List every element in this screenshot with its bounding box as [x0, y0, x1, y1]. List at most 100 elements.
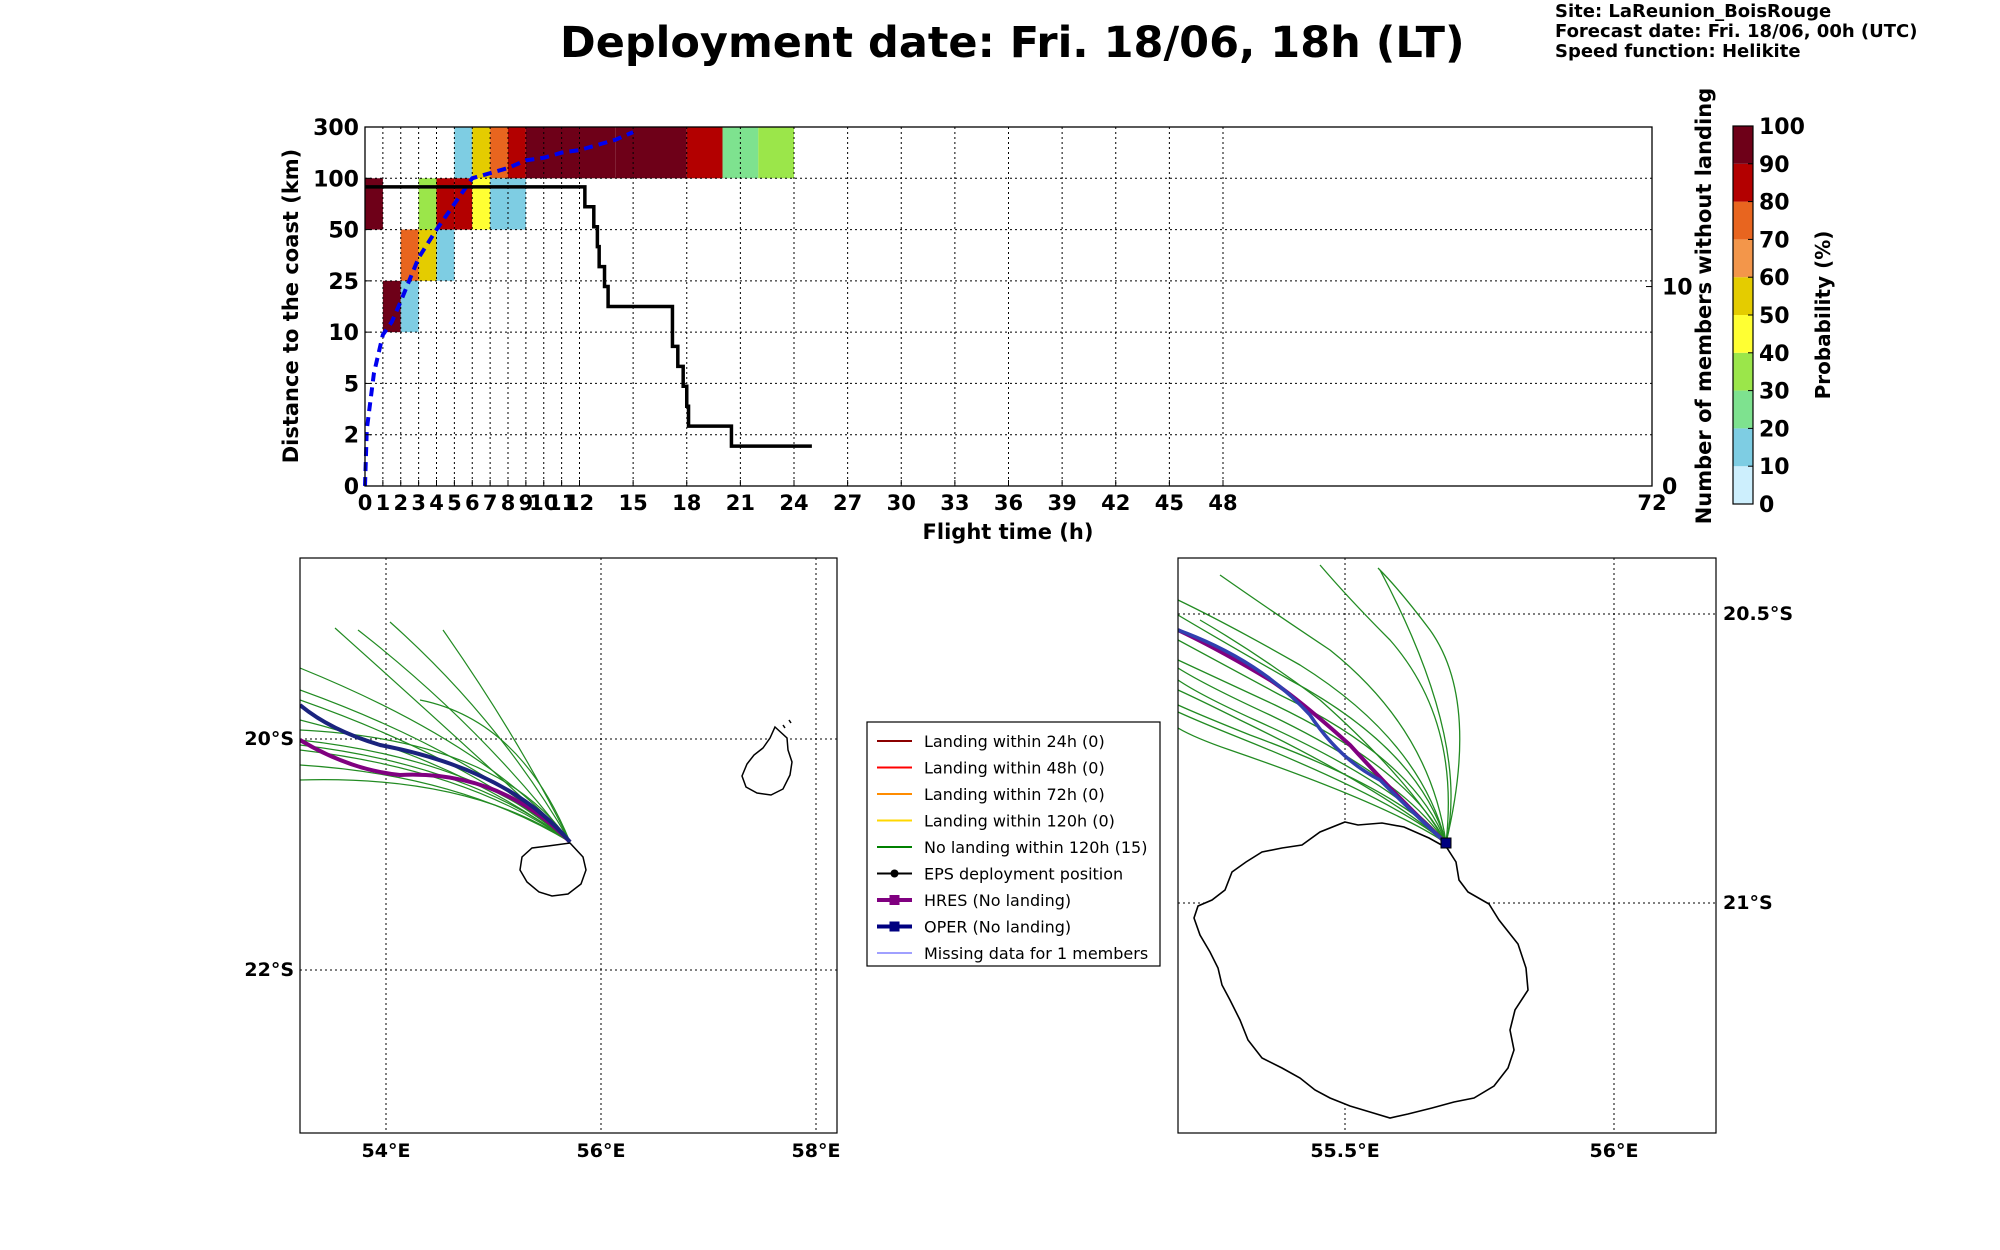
forecast-date-label: Forecast date: Fri. 18/06, 00h (UTC)	[1555, 21, 1918, 42]
x-tick-label: 72	[1637, 491, 1666, 515]
colorbar-segment	[1733, 352, 1753, 391]
map-right-lon-tick: 55.5°E	[1310, 1140, 1379, 1162]
reunion-island-large	[1193, 821, 1529, 1119]
map-right-trajectories	[1178, 564, 1461, 845]
islet-mark	[788, 719, 792, 724]
colorbar-label: Probability (%)	[1811, 231, 1835, 400]
heatmap-cell	[615, 127, 687, 179]
heatmap-cell	[472, 127, 491, 179]
y-tick-label: 25	[328, 270, 359, 295]
colorbar-segment	[1733, 428, 1753, 467]
colorbar-segment	[1733, 390, 1753, 429]
legend-item: EPS deployment position	[877, 865, 1123, 884]
y-tick-label: 300	[313, 116, 359, 141]
legend-label: EPS deployment position	[924, 865, 1123, 884]
y-tick-label: 100	[313, 167, 359, 192]
heatmap-cell	[472, 178, 491, 230]
heatmap-cell	[418, 229, 437, 281]
x-tick-label: 12	[565, 491, 594, 515]
legend-label: No landing within 120h (15)	[924, 838, 1147, 857]
left-ensemble-tracks	[300, 621, 571, 843]
y-tick-label: 10	[328, 321, 359, 346]
legend-label: Missing data for 1 members	[924, 944, 1148, 963]
deployment-position-marker	[1440, 837, 1452, 849]
forecast-info: Site: LaReunion_BoisRouge Forecast date:…	[1555, 2, 1918, 62]
map-left-lat-tick: 20°S	[244, 728, 294, 750]
legend-label: HRES (No landing)	[924, 891, 1071, 910]
x-tick-label: 5	[447, 491, 462, 515]
y2-axis-ticks: 0 10	[1646, 276, 1693, 500]
x-tick-label: 39	[1048, 491, 1077, 515]
colorbar-tick-label: 20	[1759, 417, 1790, 442]
x-tick-label: 6	[465, 491, 480, 515]
x-tick-label: 36	[994, 491, 1023, 515]
left-hres-track	[300, 738, 572, 844]
median-distance-line	[363, 130, 634, 487]
mauritius-island	[741, 725, 793, 796]
heatmap-cell	[436, 178, 455, 230]
x-tick-label: 45	[1155, 491, 1184, 515]
colorbar-tick-label: 40	[1759, 342, 1790, 367]
x-tick-label: 2	[393, 491, 408, 515]
x-tick-label: 15	[619, 491, 648, 515]
map-left-lon-tick: 56°E	[577, 1140, 626, 1162]
y-tick-label: 5	[344, 372, 359, 397]
legend-item: No landing within 120h (15)	[877, 838, 1147, 857]
x-tick-label: 3	[411, 491, 426, 515]
page-title: Deployment date: Fri. 18/06, 18h (LT)	[560, 18, 1465, 68]
legend-label: OPER (No landing)	[924, 918, 1071, 937]
heatmap-cell	[454, 178, 473, 230]
heatmap-cell	[400, 280, 419, 333]
chart-lines	[363, 130, 812, 487]
legend-square-marker	[889, 921, 900, 932]
x-axis-label: Flight time (h)	[923, 520, 1094, 544]
map-right-lat-tick: 21°S	[1723, 892, 1773, 914]
legend-circle-marker	[890, 869, 899, 878]
colorbar-tick-label: 80	[1759, 191, 1790, 216]
heatmap-cell	[436, 229, 455, 281]
y-axis-label: Distance to the coast (km)	[279, 149, 303, 464]
x-tick-label: 18	[672, 491, 701, 515]
map-left-frame	[299, 557, 838, 1134]
legend-item: HRES (No landing)	[877, 891, 1071, 910]
legend-label: Landing within 72h (0)	[924, 785, 1105, 804]
islet-mark	[782, 724, 786, 729]
map-left-lon-tick: 54°E	[362, 1140, 411, 1162]
colorbar-segment	[1733, 126, 1753, 164]
map-right-lat-tick: 20.5°S	[1723, 603, 1793, 625]
heatmap-cell	[686, 127, 723, 179]
heatmap-cell	[758, 127, 794, 179]
legend-label: Landing within 120h (0)	[924, 812, 1115, 831]
colorbar-segment	[1733, 201, 1753, 240]
legend-item: Landing within 48h (0)	[877, 759, 1105, 778]
heatmap-cell	[418, 178, 437, 230]
legend-item: Missing data for 1 members	[877, 944, 1148, 963]
heatmap-cell	[382, 280, 401, 333]
speed-function-label: Speed function: Helikite	[1555, 41, 1801, 62]
heatmap-cell	[508, 127, 526, 179]
colorbar-tick-label: 90	[1759, 153, 1790, 178]
x-tick-label: 24	[779, 491, 808, 515]
y-tick-label: 50	[328, 219, 359, 244]
x-tick-label: 48	[1208, 491, 1237, 515]
colorbar-ticks: 0 10 20 30 40 50 60 70 80 90 100	[1748, 115, 1805, 518]
probability-colorbar: 0 10 20 30 40 50 60 70 80 90 100 Probability (%)	[1732, 115, 1835, 518]
y-tick-label: 2	[344, 424, 359, 449]
colorbar-segment	[1733, 315, 1753, 353]
reunion-island-small	[519, 842, 587, 897]
legend-item: Landing within 120h (0)	[877, 812, 1115, 831]
colorbar-segment	[1733, 466, 1753, 504]
x-tick-label: 27	[833, 491, 862, 515]
colorbar-segment	[1733, 163, 1753, 202]
x-tick-label: 10	[529, 491, 558, 515]
colorbar-cells	[1733, 126, 1753, 504]
colorbar-segment	[1733, 277, 1753, 315]
members-without-landing-line	[365, 185, 812, 448]
colorbar-tick-label: 10	[1759, 455, 1790, 480]
heatmap-cell	[454, 127, 473, 179]
x-tick-label: 33	[940, 491, 969, 515]
x-tick-label: 0	[358, 491, 373, 515]
map-left-lon-tick: 58°E	[792, 1140, 841, 1162]
